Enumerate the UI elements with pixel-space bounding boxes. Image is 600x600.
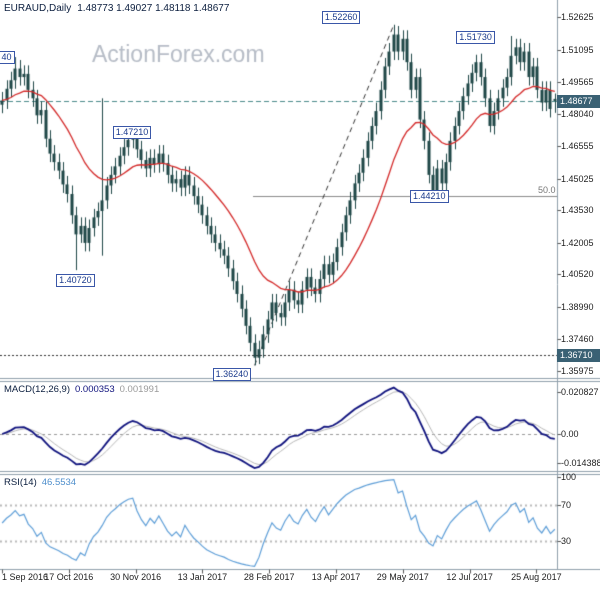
x-axis-date-label: 1 Sep 2016 — [2, 572, 49, 582]
macd-axis-label: 0.00 — [561, 429, 579, 439]
current-price-axis-box: 1.48677 — [557, 94, 600, 108]
support-level-axis-box: 1.36710 — [557, 349, 600, 363]
y-axis-price-label: 1.38990 — [561, 301, 594, 312]
macd-axis-label: -0.014388 — [561, 457, 600, 468]
x-axis-date-label: 13 Jan 2017 — [177, 572, 228, 582]
x-axis-date-label: 30 Nov 2016 — [110, 572, 162, 582]
y-axis-price-label: 1.46555 — [561, 141, 594, 152]
chart-title: EURAUD,Daily 1.48773 1.49027 1.48118 1.48… — [4, 3, 229, 14]
price-annotation-box: 40 — [0, 51, 15, 65]
price-annotation-box: 1.47210 — [112, 126, 152, 140]
price-annotation-box: 1.44210 — [409, 189, 449, 203]
y-axis-price-label: 1.49565 — [561, 77, 594, 88]
y-axis-price-label: 1.42005 — [561, 237, 594, 248]
y-axis-price-label: 1.35975 — [561, 366, 594, 376]
ohlc-values: 1.48773 1.49027 1.48118 1.48677 — [77, 3, 230, 14]
macd-indicator-label: MACD(12,26,9) 0.000353 0.001991 — [4, 384, 159, 395]
rsi-axis-label: 70 — [561, 499, 572, 510]
x-axis-date-label: 29 May 2017 — [376, 572, 429, 582]
rsi-value: 46.5534 — [41, 477, 77, 488]
rsi-axis-label: 30 — [561, 536, 572, 547]
x-axis-date-label: 25 Aug 2017 — [511, 572, 562, 582]
fib-50-label: 50.0 — [538, 184, 556, 195]
price-annotation-box: 1.36240 — [212, 368, 252, 382]
y-axis-price-label: 1.52625 — [561, 12, 594, 22]
y-axis-price-label: 1.40520 — [561, 269, 594, 280]
x-axis-date-label: 12 Jul 2017 — [446, 572, 493, 582]
macd-axis-label: 0.020827 — [561, 387, 599, 398]
x-axis-date-label: 17 Oct 2016 — [44, 572, 94, 582]
rsi-indicator-label: RSI(14) 46.5534 — [4, 477, 76, 488]
x-axis-date-label: 13 Apr 2017 — [311, 572, 361, 582]
rsi-name: RSI(14) — [4, 477, 37, 488]
macd-name: MACD(12,26,9) — [4, 384, 70, 395]
y-axis-price-label: 1.48040 — [561, 109, 594, 120]
macd-value-signal: 0.001991 — [119, 384, 160, 395]
y-axis-price-label: 1.37460 — [561, 334, 594, 345]
x-axis-date-label: 28 Feb 2017 — [243, 572, 295, 582]
y-axis-price-label: 1.45025 — [561, 173, 594, 184]
price-annotation-box: 1.40720 — [56, 274, 95, 288]
y-axis-price-label: 1.43530 — [561, 205, 594, 216]
y-axis-price-label: 1.51095 — [561, 44, 594, 55]
rsi-axis-label: 100 — [561, 472, 577, 482]
macd-value-main: 0.000353 — [75, 384, 115, 395]
price-annotation-box: 1.52260 — [321, 10, 361, 24]
price-annotation-box: 1.51730 — [456, 31, 495, 45]
symbol-timeframe: EURAUD,Daily — [4, 3, 72, 14]
